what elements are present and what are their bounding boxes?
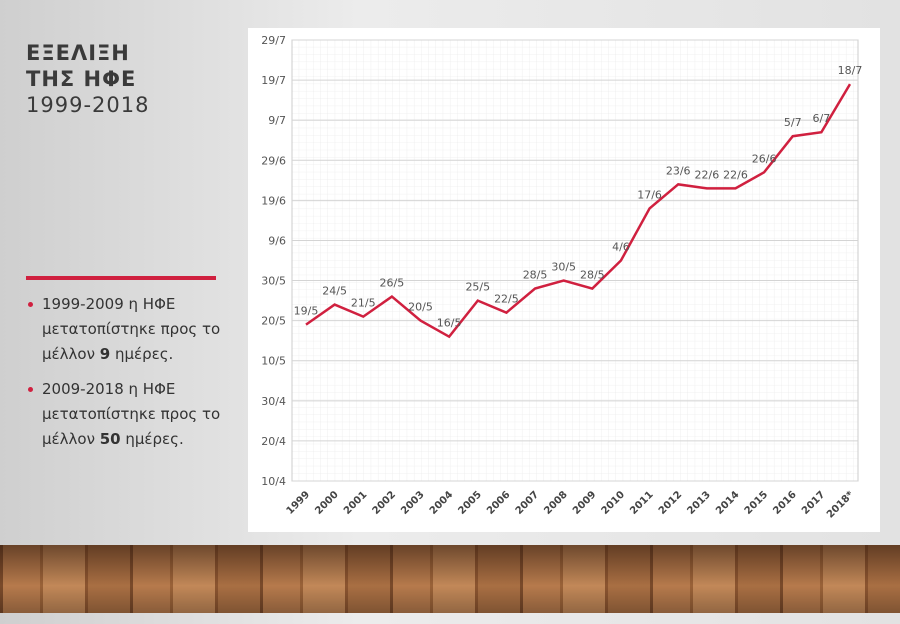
- title-line: ΤΗΣ ΗΦΕ: [26, 67, 137, 91]
- y-tick-label: 9/6: [268, 234, 286, 247]
- data-label: 26/6: [752, 152, 777, 165]
- bullet-text: 2009-2018 η ΗΦΕ μετατοπίστηκε προς το μέ…: [42, 380, 221, 448]
- data-label: 23/6: [666, 164, 691, 177]
- x-tick-label: 2008: [542, 489, 569, 516]
- floor-shade: [0, 545, 900, 613]
- x-tick-label: 2014: [714, 489, 741, 516]
- y-tick-label: 19/7: [261, 74, 286, 87]
- data-label: 6/7: [813, 112, 831, 125]
- bullet-text: 1999-2009 η ΗΦΕ μετατοπίστηκε προς το μέ…: [42, 295, 221, 363]
- bullet-list: 1999-2009 η ΗΦΕ μετατοπίστηκε προς το μέ…: [26, 292, 241, 462]
- y-tick-label: 30/4: [261, 395, 286, 408]
- bullet-bold: 50: [99, 430, 121, 448]
- x-tick-label: 2006: [485, 489, 512, 516]
- subtitle: 1999-2018: [26, 93, 150, 117]
- bullet: 1999-2009 η ΗΦΕ μετατοπίστηκε προς το μέ…: [26, 292, 241, 367]
- x-tick-label: 2009: [571, 489, 598, 516]
- y-tick-label: 19/6: [261, 194, 286, 207]
- divider: [26, 276, 216, 280]
- line: [305, 83, 852, 339]
- data-label: 28/5: [523, 269, 548, 282]
- data-label: 20/5: [408, 301, 433, 314]
- data-label: 19/5: [294, 305, 319, 318]
- x-tick-label: 2004: [428, 489, 455, 516]
- data-label: 17/6: [637, 188, 662, 201]
- x-tick-label: 2001: [342, 489, 369, 516]
- data-label: 22/5: [494, 293, 519, 306]
- y-tick-label: 20/4: [261, 435, 286, 448]
- x-tick-label: 2016: [771, 489, 798, 516]
- y-tick-label: 20/5: [261, 315, 286, 328]
- x-tick-label: 2013: [685, 489, 712, 516]
- data-label: 18/7: [838, 64, 863, 77]
- x-tick-label: 2018*: [825, 489, 857, 521]
- y-tick-label: 9/7: [268, 114, 286, 127]
- data-label: 26/5: [380, 277, 405, 290]
- x-tick-label: 1999: [285, 489, 312, 516]
- x-tick-label: 2011: [628, 489, 655, 516]
- data-label: 24/5: [322, 285, 347, 298]
- x-tick-label: 2010: [600, 489, 627, 516]
- x-tick-label: 2012: [657, 489, 684, 516]
- x-tick-label: 2003: [399, 489, 426, 516]
- data-label: 30/5: [551, 261, 576, 274]
- x-tick-label: 2002: [371, 489, 398, 516]
- data-label: 16/5: [437, 317, 462, 330]
- y-tick-label: 29/7: [261, 34, 286, 47]
- data-label: 22/6: [694, 168, 719, 181]
- bullet-bold: 9: [99, 345, 111, 363]
- slide-title: ΕΞΕΛΙΞΗ ΤΗΣ ΗΦΕ 1999-2018: [26, 40, 149, 118]
- x-tick-label: 2007: [514, 489, 541, 516]
- y-tick-label: 10/4: [261, 475, 286, 488]
- bullet: 2009-2018 η ΗΦΕ μετατοπίστηκε προς το μέ…: [26, 377, 241, 452]
- x-tick-label: 2005: [456, 489, 483, 516]
- data-label: 22/6: [723, 168, 748, 181]
- data-label: 5/7: [784, 116, 802, 129]
- data-label: 25/5: [465, 281, 490, 294]
- x-tick-label: 2015: [743, 489, 770, 516]
- x-tick-label: 2017: [800, 489, 827, 516]
- title-line: ΕΞΕΛΙΞΗ: [26, 41, 130, 65]
- x-tick-label: 2000: [313, 489, 340, 516]
- data-label: 4/6: [612, 241, 630, 254]
- y-tick-label: 29/6: [261, 154, 286, 167]
- data-label: 28/5: [580, 269, 605, 282]
- bullet-tail: ημέρες.: [110, 345, 174, 363]
- bullet-tail: ημέρες.: [120, 430, 184, 448]
- y-tick-label: 30/5: [261, 275, 286, 288]
- minor-grid: [292, 40, 858, 481]
- data-label: 21/5: [351, 297, 376, 310]
- y-tick-label: 10/5: [261, 355, 286, 368]
